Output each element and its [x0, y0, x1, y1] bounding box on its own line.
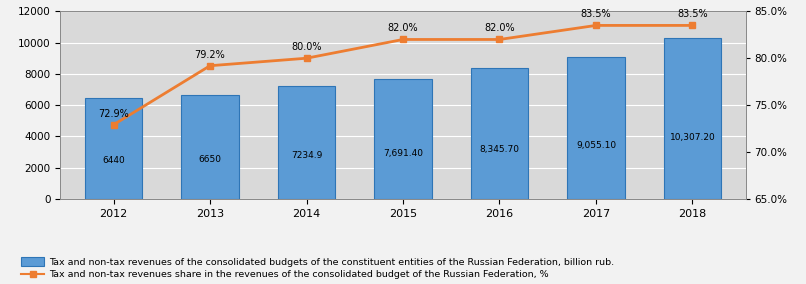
Text: 8,345.70: 8,345.70: [480, 145, 520, 154]
Text: 7,691.40: 7,691.40: [383, 149, 423, 158]
Text: 7234.9: 7234.9: [291, 151, 322, 160]
Text: 9,055.10: 9,055.10: [576, 141, 616, 150]
Text: 6650: 6650: [198, 155, 222, 164]
Text: 10,307.20: 10,307.20: [670, 133, 716, 142]
Text: 83.5%: 83.5%: [677, 9, 708, 19]
Text: 83.5%: 83.5%: [580, 9, 611, 19]
Bar: [567, 57, 625, 199]
Bar: [471, 68, 529, 199]
Text: 82.0%: 82.0%: [388, 23, 418, 34]
Text: 82.0%: 82.0%: [484, 23, 515, 34]
Legend: Tax and non-tax revenues of the consolidated budgets of the constituent entities: Tax and non-tax revenues of the consolid…: [21, 257, 614, 279]
Text: 80.0%: 80.0%: [291, 42, 322, 52]
Text: 79.2%: 79.2%: [194, 50, 226, 60]
Bar: [85, 98, 143, 199]
Text: 72.9%: 72.9%: [98, 109, 129, 119]
Bar: [277, 86, 335, 199]
Text: 6440: 6440: [102, 156, 125, 165]
Bar: [374, 79, 432, 199]
Bar: [181, 95, 239, 199]
Bar: [663, 38, 721, 199]
